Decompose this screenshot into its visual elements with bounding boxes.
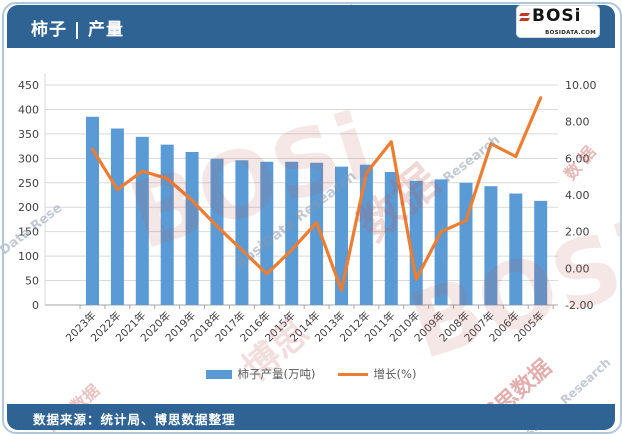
svg-text:6.00: 6.00	[565, 152, 590, 165]
bosi-logo: BOSi BOSIDATA.COM	[516, 5, 600, 38]
logo-wordmark: BOSi	[532, 6, 582, 26]
svg-text:350: 350	[18, 128, 39, 141]
legend-item-growth: 增长(%)	[337, 366, 417, 382]
svg-text:10.00: 10.00	[565, 79, 597, 92]
svg-text:150: 150	[18, 226, 39, 239]
bar-swatch-icon	[205, 369, 232, 379]
svg-text:0: 0	[32, 299, 39, 312]
svg-text:100: 100	[18, 250, 39, 263]
chart-legend: 柿子产量(万吨) 增长(%)	[0, 366, 622, 382]
svg-text:250: 250	[18, 177, 39, 190]
logo-stripes-icon	[519, 13, 530, 25]
svg-text:50: 50	[25, 275, 39, 288]
logo-domain: BOSIDATA.COM	[545, 30, 596, 36]
line-swatch-icon	[337, 372, 368, 376]
svg-text:200: 200	[18, 201, 39, 214]
legend-label-growth: 增长(%)	[373, 367, 417, 381]
data-source-text: 数据来源：统计局、博思数据整理	[33, 412, 236, 427]
svg-text:0.00: 0.00	[565, 262, 590, 275]
svg-text:-2.00: -2.00	[565, 299, 593, 312]
page-title: 柿子 | 产量	[31, 20, 125, 40]
header-bar: 柿子 | 产量	[7, 5, 615, 48]
svg-text:8.00: 8.00	[565, 116, 590, 129]
svg-text:400: 400	[18, 103, 39, 116]
svg-text:300: 300	[18, 152, 39, 165]
legend-label-production: 柿子产量(万吨)	[237, 367, 316, 381]
footer-bar: 数据来源：统计局、博思数据整理	[7, 404, 615, 430]
svg-text:4.00: 4.00	[565, 189, 590, 202]
svg-text:450: 450	[18, 79, 39, 92]
legend-item-production: 柿子产量(万吨)	[205, 366, 316, 382]
svg-text:2.00: 2.00	[565, 226, 590, 239]
